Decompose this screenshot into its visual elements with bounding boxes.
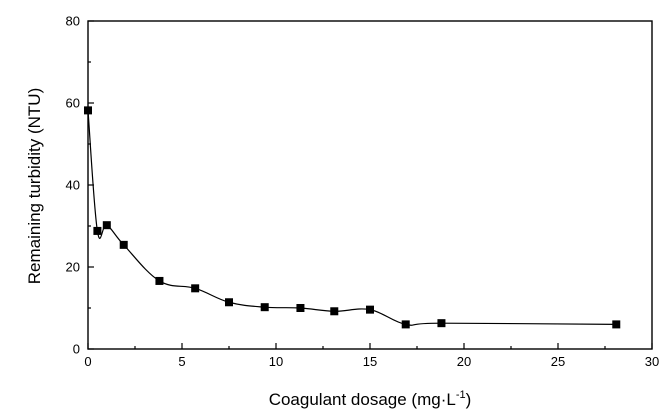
data-point-marker — [84, 106, 92, 115]
y-tick-label: 20 — [66, 260, 80, 275]
y-tick-label: 0 — [73, 342, 80, 357]
data-point-marker — [191, 284, 200, 293]
x-tick-label: 30 — [645, 354, 659, 369]
y-axis-title: Remaining turbidity (NTU) — [25, 88, 44, 285]
data-point-marker — [612, 320, 621, 329]
data-point-marker — [437, 319, 446, 328]
plot-area — [87, 20, 653, 350]
data-point-marker — [366, 305, 374, 314]
x-tick-label: 15 — [363, 354, 377, 369]
data-point-marker — [296, 304, 305, 312]
data-point-marker — [225, 298, 233, 307]
data-point-marker — [119, 240, 128, 249]
series-line — [87, 110, 617, 326]
y-axis-ticks: 0 20 40 60 80 — [66, 14, 94, 357]
data-point-marker — [102, 221, 111, 230]
x-tick-label: 25 — [551, 354, 565, 369]
data-point-marker — [260, 303, 269, 312]
x-tick-label: 0 — [84, 354, 91, 369]
x-tick-label: 20 — [457, 354, 471, 369]
x-axis-ticks: 0 5 10 15 20 25 30 — [84, 343, 659, 369]
y-tick-label: 60 — [66, 96, 80, 111]
y-tick-label: 80 — [66, 14, 80, 29]
series-layer — [84, 106, 621, 329]
x-axis-title: Coagulant dosage (mg·L-1) — [269, 389, 472, 409]
plot-frame — [87, 20, 653, 350]
data-point-marker — [330, 307, 339, 316]
y-tick-label: 40 — [66, 178, 80, 193]
x-tick-label: 5 — [178, 354, 185, 369]
data-point-marker — [401, 320, 410, 329]
data-point-marker — [93, 226, 102, 235]
data-point-marker — [155, 276, 164, 285]
x-tick-label: 10 — [269, 354, 283, 369]
